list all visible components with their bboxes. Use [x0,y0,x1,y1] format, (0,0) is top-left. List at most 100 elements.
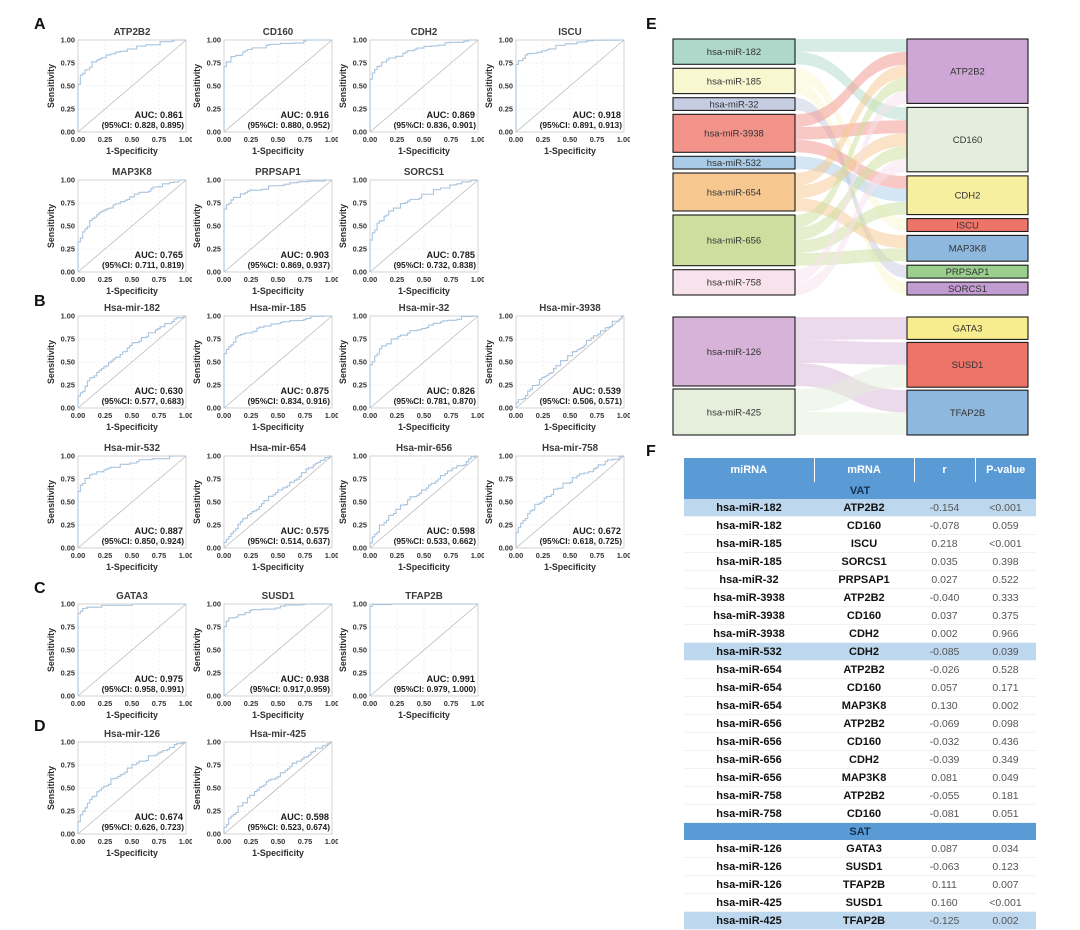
y-tick-label: 1.00 [207,36,221,45]
auc-ci: (95%CI: 0.891, 0.913) [540,120,623,130]
auc-value: AUC: 0.887 [134,526,183,536]
y-tick-label: 1.00 [207,176,221,185]
y-tick-label: 0.75 [207,623,221,632]
y-tick-label: 0.00 [61,692,75,701]
y-tick-label: 0.00 [207,692,221,701]
sankey-link [795,317,907,340]
y-tick-label: 0.75 [499,475,513,484]
y-tick-label: 0.50 [353,358,367,367]
roc-curve [223,179,332,272]
table-cell: 0.081 [931,771,958,784]
table-cell: 0.375 [992,609,1019,622]
table-cell: CDH2 [849,753,879,766]
auc-value: AUC: 0.875 [280,386,329,396]
x-tick-label: 0.50 [417,411,431,420]
reference-diagonal [77,455,187,549]
roc-panel-c: GATA3 1.00 0.75 0.50 0.25 0.00 0.00 0.25 0.50 0.7… [46,588,630,728]
reference-diagonal [77,179,187,273]
sankey-node-hsa-miR-185 [672,67,796,95]
y-tick-label: 1.00 [207,738,221,747]
auc-value: AUC: 0.630 [134,386,183,396]
auc-value: AUC: 0.975 [134,674,183,684]
panel-label-f: F [646,443,656,460]
table-cell: SUSD1 [845,896,883,909]
y-axis-label: Sensitivity [338,480,348,524]
sankey-node-label: GATA3 [953,324,983,335]
roc-curve [77,315,186,408]
x-tick-label: 0.75 [590,551,604,560]
roc-plot-SORCS1: SORCS1 1.00 0.75 0.50 0.25 0.000.00 0.25 0.50 0.… [338,167,484,296]
y-axis-label: Sensitivity [46,628,56,672]
table-cell: CD160 [846,519,882,532]
y-tick-label: 0.25 [207,521,221,530]
table-cell: SUSD1 [845,860,883,873]
table-cell: hsa-miR-656 [716,717,782,730]
y-tick-label: 0.00 [353,404,367,413]
roc-curve [77,39,186,132]
table-cell: CD160 [846,735,882,748]
y-tick-label: 1.00 [353,600,367,609]
x-tick-label: 0.25 [244,275,258,284]
auc-ci: (95%CI: 0.523, 0.674) [248,822,331,832]
x-tick-label: 0.25 [536,551,550,560]
section-row-sat: SAT [684,822,1036,840]
roc-panel-a: ATP2B2 1.00 0.75 0.50 0.25 0.00 0.00 0.25 0.50 0.… [46,24,630,304]
y-tick-label: 0.75 [499,59,513,68]
sankey-node-TFAP2B [906,389,1029,436]
sankey-node-hsa-miR-532 [672,155,796,170]
y-axis-label: Sensitivity [192,340,202,384]
table-cell: hsa-miR-126 [716,860,782,873]
roc-plot-Hsa-mir-758: Hsa-mir-758 1.00 0.75 0.50 0.25 0.000.00 0.25 0… [484,443,630,572]
table-cell: hsa-miR-656 [716,735,782,748]
x-axis-label: 1-Specificity [398,146,450,156]
sankey-node-label: hsa-miR-185 [707,76,761,87]
y-tick-label: 1.00 [207,452,221,461]
x-tick-label: 1.00 [617,411,630,420]
x-tick-label: 0.75 [298,551,312,560]
y-tick-label: 0.50 [353,82,367,91]
y-tick-label: 0.50 [499,82,513,91]
table-cell: 0.111 [932,878,957,891]
x-tick-label: 0.75 [298,135,312,144]
x-tick-label: 1.00 [325,551,338,560]
roc-title: Hsa-mir-532 [104,443,161,454]
table-cell: -0.154 [929,501,960,514]
x-tick-label: 0.00 [217,135,231,144]
y-tick-label: 0.50 [61,784,75,793]
table-cell: 0.049 [992,771,1019,784]
table-cell: MAP3K8 [841,699,887,712]
roc-curve [77,603,186,696]
sankey-link [795,90,907,283]
x-tick-label: 0.75 [152,551,166,560]
table-row: hsa-miR-182 CD160 -0.078 0.059 [684,517,1036,535]
y-tick-label: 0.50 [207,82,221,91]
table-row: hsa-miR-654 CD160 0.057 0.171 [684,679,1036,697]
roc-plot-Hsa-mir-185: Hsa-mir-185 1.00 0.75 0.50 0.25 0.000.00 0.25 0… [192,303,338,432]
table-cell: -0.125 [929,914,960,927]
table-cell: 0.002 [992,914,1019,927]
x-tick-label: 0.25 [390,411,404,420]
y-tick-label: 0.50 [207,358,221,367]
x-tick-label: 0.75 [152,135,166,144]
table-cell: 0.398 [992,555,1019,568]
x-tick-label: 0.50 [563,551,577,560]
table-cell: 0.098 [992,717,1019,730]
x-tick-label: 0.00 [217,411,231,420]
table-cell: 0.123 [992,860,1019,873]
y-tick-label: 0.00 [61,544,75,553]
x-tick-label: 0.75 [298,411,312,420]
x-tick-label: 0.75 [298,699,312,708]
y-tick-label: 0.00 [207,404,221,413]
y-tick-label: 0.00 [61,830,75,839]
auc-ci: (95%CI: 0.836, 0.901) [394,120,477,130]
y-tick-label: 0.00 [353,128,367,137]
y-tick-label: 1.00 [61,176,75,185]
x-tick-label: 0.75 [590,135,604,144]
sankey-node-label: PRPSAP1 [946,267,990,278]
table-cell: hsa-miR-654 [716,681,782,694]
y-tick-label: 0.00 [207,544,221,553]
x-tick-label: 1.00 [179,135,192,144]
x-axis-label: 1-Specificity [252,422,304,432]
roc-plot-CD160: CD160 1.00 0.75 0.50 0.25 0.000.00 0.25 0.50 0.7… [192,27,338,156]
table-cell: hsa-miR-32 [719,573,779,586]
